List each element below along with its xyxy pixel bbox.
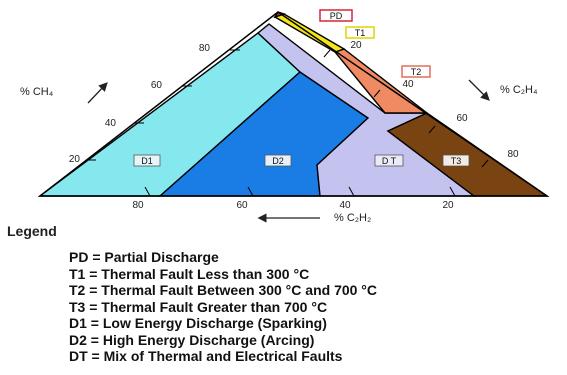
- t2-tag-box: [401, 65, 431, 78]
- legend-item-t1: T1 = Thermal Fault Less than 300 °C: [69, 265, 310, 282]
- c2h4-direction-arrow: [468, 79, 490, 101]
- c2h2-tick-label: 20: [442, 200, 454, 211]
- c2h4-tick-label: 20: [350, 40, 362, 51]
- ch4-tick-label: 80: [199, 43, 211, 54]
- triangle-outline: [37, 11, 550, 197]
- c2h2-tick-label: 80: [132, 200, 144, 211]
- legend-item-t2: T2 = Thermal Fault Between 300 °C and 70…: [69, 282, 378, 298]
- ch4-axis-title: % CH₄: [20, 86, 54, 98]
- ch4-tick-label: 40: [105, 118, 117, 129]
- legend-item-t3: T3 = Thermal Fault Greater than 700 °C: [69, 298, 328, 315]
- legend-title: Legend: [7, 223, 57, 239]
- ch4-direction-arrow: [87, 82, 108, 104]
- c2h2-tick-label: 40: [339, 200, 351, 211]
- t3-tag: T3: [451, 156, 462, 166]
- ch4-tick-label: 60: [151, 80, 163, 91]
- d1-tag-box: [133, 154, 161, 167]
- legend-item-dt: DT = Mix of Thermal and Electrical Fault…: [69, 348, 343, 364]
- c2h4-axis-title: % C₂H₄: [500, 84, 538, 96]
- t1-tag-box: [345, 26, 375, 39]
- ch4-tick-label: 20: [69, 154, 81, 165]
- ch4-tick-marks: [86, 49, 240, 161]
- c2h4-tick-label: 40: [402, 79, 414, 90]
- d1-tag: D1: [141, 156, 153, 166]
- c2h4-tick-label: 80: [507, 149, 519, 160]
- legend-item-d2: D2 = High Energy Discharge (Arcing): [69, 331, 315, 348]
- legend-item-d1: D1 = Low Energy Discharge (Sparking): [69, 315, 327, 331]
- c2h2-tick-marks: [144, 186, 456, 197]
- d2-tag-box: [264, 154, 292, 167]
- d2-tag: D2: [272, 156, 284, 166]
- t3-tag-box: [442, 154, 470, 167]
- dt-tag: D T: [382, 156, 397, 166]
- t1-tag: T1: [355, 28, 366, 38]
- legend-list: PD = Partial Discharge T1 = Thermal Faul…: [69, 249, 377, 365]
- t2-tag: T2: [411, 67, 422, 77]
- c2h2-axis-title: % C₂H₂: [334, 212, 371, 224]
- legend-item-pd: PD = Partial Discharge: [69, 249, 219, 265]
- c2h4-tick-marks: [323, 49, 489, 168]
- pd-tag-box: [319, 9, 353, 22]
- pd-tag: PD: [330, 11, 343, 21]
- c2h4-tick-label: 60: [456, 113, 468, 124]
- dt-tag-box: [374, 154, 404, 167]
- c2h2-tick-label: 60: [236, 200, 248, 211]
